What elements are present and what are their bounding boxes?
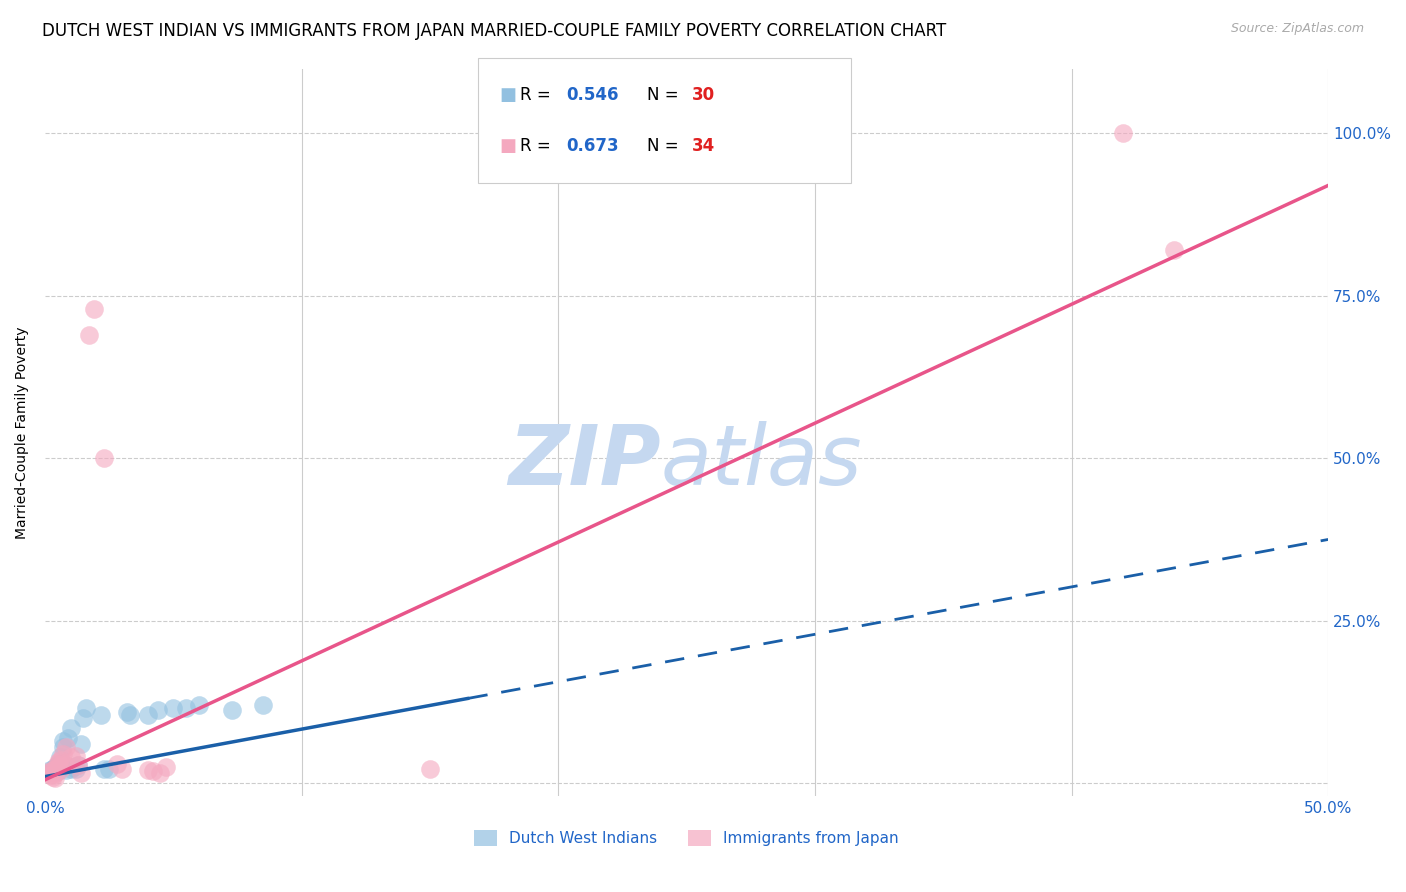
Point — [59, 762, 82, 776]
Point — [46, 764, 69, 779]
Point — [55, 763, 77, 777]
Point — [46, 756, 69, 771]
Point — [39, 763, 62, 777]
Point — [221, 703, 243, 717]
Point — [111, 762, 134, 776]
Y-axis label: Married-Couple Family Poverty: Married-Couple Family Poverty — [15, 326, 30, 539]
Point — [419, 762, 441, 776]
Text: N =: N = — [647, 86, 683, 103]
Point — [70, 766, 93, 780]
Point — [49, 753, 72, 767]
Point — [155, 760, 177, 774]
Point — [67, 757, 90, 772]
Text: ■: ■ — [499, 86, 516, 103]
Point — [174, 701, 197, 715]
Point — [93, 762, 115, 776]
Legend: Dutch West Indians, Immigrants from Japan: Dutch West Indians, Immigrants from Japa… — [467, 822, 907, 854]
Text: R =: R = — [520, 86, 557, 103]
Point — [41, 763, 63, 777]
Point — [52, 747, 75, 761]
Point — [49, 757, 72, 772]
Text: 0.546: 0.546 — [567, 86, 619, 103]
Point — [39, 768, 62, 782]
Text: Source: ZipAtlas.com: Source: ZipAtlas.com — [1230, 22, 1364, 36]
Point — [98, 762, 121, 776]
Point — [142, 764, 165, 779]
Point — [162, 701, 184, 715]
Text: R =: R = — [520, 137, 557, 155]
Point — [65, 748, 87, 763]
Point — [46, 756, 69, 770]
Point — [41, 768, 63, 782]
Point — [37, 766, 59, 780]
Text: 0.673: 0.673 — [567, 137, 619, 155]
Point — [70, 737, 93, 751]
Point — [115, 705, 138, 719]
Point — [105, 756, 128, 771]
Point — [75, 701, 97, 715]
Point — [46, 756, 69, 771]
Point — [146, 703, 169, 717]
Point — [65, 762, 87, 776]
Point — [1163, 244, 1185, 258]
Point — [62, 760, 84, 774]
Point — [93, 451, 115, 466]
Point — [52, 740, 75, 755]
Point — [77, 327, 100, 342]
Point — [149, 766, 172, 780]
Text: atlas: atlas — [661, 421, 862, 502]
Point — [90, 707, 112, 722]
Text: DUTCH WEST INDIAN VS IMMIGRANTS FROM JAPAN MARRIED-COUPLE FAMILY POVERTY CORRELA: DUTCH WEST INDIAN VS IMMIGRANTS FROM JAP… — [42, 22, 946, 40]
Point — [1112, 127, 1135, 141]
Point — [67, 757, 90, 772]
Point — [44, 766, 66, 780]
Point — [55, 740, 77, 755]
Point — [59, 750, 82, 764]
Text: 30: 30 — [692, 86, 714, 103]
Point — [52, 734, 75, 748]
Point — [83, 301, 105, 316]
Text: ZIP: ZIP — [508, 421, 661, 502]
Point — [44, 762, 66, 776]
Point — [72, 711, 94, 725]
Point — [188, 698, 211, 712]
Text: 34: 34 — [692, 137, 716, 155]
Point — [39, 764, 62, 779]
Text: ■: ■ — [499, 137, 516, 155]
Point — [136, 763, 159, 777]
Point — [44, 771, 66, 785]
Point — [136, 707, 159, 722]
Point — [252, 698, 274, 712]
Text: N =: N = — [647, 137, 683, 155]
Point — [56, 731, 79, 745]
Point — [46, 760, 69, 774]
Point — [55, 757, 77, 772]
Point — [118, 707, 141, 722]
Point — [49, 750, 72, 764]
Point — [41, 762, 63, 776]
Point — [44, 760, 66, 774]
Point — [41, 770, 63, 784]
Point — [59, 721, 82, 735]
Point — [49, 763, 72, 777]
